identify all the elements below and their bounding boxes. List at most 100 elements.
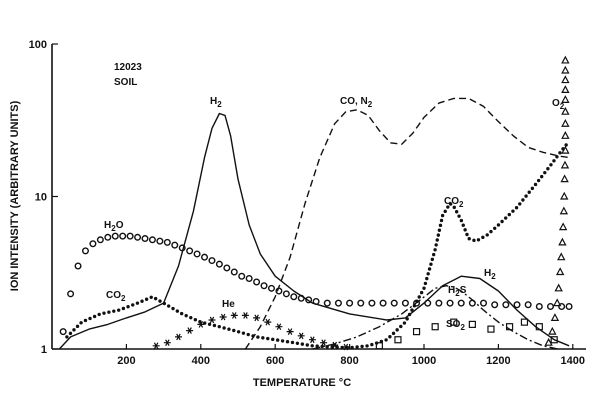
x-tick-label: 800 xyxy=(340,355,358,367)
data-point-circle xyxy=(141,235,149,243)
data-point-circle xyxy=(126,232,134,240)
data-point-circle xyxy=(323,299,331,307)
data-point-triangle xyxy=(560,160,570,169)
data-point-triangle xyxy=(558,237,567,246)
data-point-asterisk xyxy=(275,323,283,331)
data-point-square xyxy=(535,323,543,331)
data-point-asterisk xyxy=(320,339,328,347)
data-point-asterisk xyxy=(308,336,316,344)
y-tick-label: 100 xyxy=(29,39,47,51)
series-line xyxy=(244,97,570,350)
x-tick-label: 1200 xyxy=(486,355,510,367)
data-point-asterisk xyxy=(186,327,194,334)
data-point-triangle xyxy=(561,118,570,127)
data-point-triangle xyxy=(561,75,570,84)
data-point-square xyxy=(394,336,402,344)
data-point-circle xyxy=(223,264,231,272)
data-point-circle xyxy=(491,301,499,309)
data-point-triangle xyxy=(561,145,570,154)
data-point-circle xyxy=(171,241,179,249)
series-so2 xyxy=(375,318,558,350)
data-point-circle xyxy=(156,237,164,245)
data-point-circle xyxy=(208,257,216,265)
data-point-circle xyxy=(546,302,554,310)
series-label: CO2 xyxy=(444,196,464,209)
data-point-circle xyxy=(96,236,104,244)
data-point-square xyxy=(550,336,558,344)
data-point-circle xyxy=(104,233,112,241)
data-point-circle xyxy=(565,302,573,310)
data-point-circle xyxy=(305,296,313,304)
data-point-circle xyxy=(435,299,443,307)
data-point-circle xyxy=(163,238,171,246)
data-point-circle xyxy=(111,232,119,240)
data-point-triangle xyxy=(560,174,569,183)
data-point-circle xyxy=(230,268,238,276)
data-point-triangle xyxy=(554,283,563,292)
y-tick-label: 1 xyxy=(41,344,47,356)
data-point-circle xyxy=(368,299,376,307)
data-point-circle xyxy=(290,293,298,301)
data-point-triangle xyxy=(560,191,569,200)
data-point-circle xyxy=(238,272,246,280)
data-point-circle xyxy=(74,262,82,270)
x-axis-label: TEMPERATURE °C xyxy=(253,377,351,389)
data-point-square xyxy=(450,318,458,326)
data-point-triangle xyxy=(548,326,557,335)
data-point-circle xyxy=(245,274,253,282)
data-point-circle xyxy=(513,301,521,309)
data-point-circle xyxy=(186,247,194,255)
data-point-triangle xyxy=(561,131,570,139)
data-point-circle xyxy=(558,302,566,310)
data-point-asterisk xyxy=(264,318,272,326)
series-h2s xyxy=(312,285,559,350)
series-label: CO, N2 xyxy=(340,96,373,109)
series-he xyxy=(152,312,350,351)
data-point-circle xyxy=(282,290,290,298)
data-point-circle xyxy=(267,284,275,292)
data-point-circle xyxy=(480,299,488,307)
series-label: H2O xyxy=(104,220,124,233)
data-point-circle xyxy=(215,260,223,268)
data-point-circle xyxy=(379,299,387,307)
data-point-circle xyxy=(67,290,75,298)
series-o2 xyxy=(544,55,570,346)
data-point-asterisk xyxy=(230,312,238,319)
data-point-triangle xyxy=(561,65,570,74)
data-point-triangle xyxy=(544,337,553,346)
data-point-asterisk xyxy=(342,343,350,351)
data-point-asterisk xyxy=(152,342,160,350)
data-point-asterisk xyxy=(163,339,171,347)
data-point-circle xyxy=(148,236,156,244)
series-line xyxy=(65,139,571,350)
data-point-circle xyxy=(81,247,89,255)
data-point-triangle xyxy=(555,267,565,276)
series-label: H2S xyxy=(448,285,467,298)
series-h2 xyxy=(58,112,570,350)
x-tick-label: 1400 xyxy=(561,355,585,367)
data-point-circle xyxy=(502,301,510,309)
data-point-asterisk xyxy=(208,316,216,324)
y-tick-label: 10 xyxy=(35,192,47,204)
data-point-circle xyxy=(535,302,543,310)
data-point-triangle xyxy=(552,298,562,307)
data-point-asterisk xyxy=(286,328,294,335)
data-point-triangle xyxy=(561,95,570,103)
data-point-triangle xyxy=(561,85,570,94)
data-point-triangle xyxy=(561,55,570,64)
data-point-circle xyxy=(297,294,305,302)
data-point-circle xyxy=(334,299,342,307)
x-tick-label: 200 xyxy=(117,355,135,367)
data-point-square xyxy=(468,320,476,328)
data-point-circle xyxy=(312,297,320,305)
data-point-square xyxy=(487,325,495,333)
x-tick-label: 1000 xyxy=(412,355,436,367)
x-tick-label: 400 xyxy=(192,355,210,367)
series-label: SO2 xyxy=(446,319,465,332)
data-point-circle xyxy=(424,299,432,307)
data-point-circle xyxy=(253,278,261,286)
series-co-n2 xyxy=(244,97,570,350)
data-point-circle xyxy=(390,299,398,307)
data-point-square xyxy=(505,323,514,331)
